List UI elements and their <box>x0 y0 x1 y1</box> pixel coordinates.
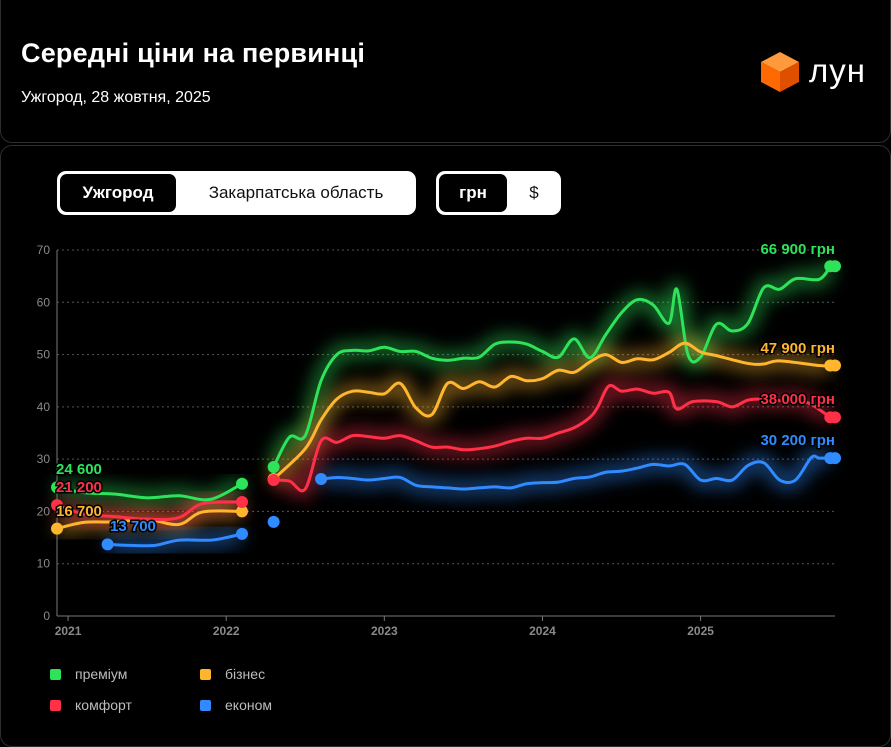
legend-swatch-econom <box>200 699 211 711</box>
y-tick-label: 0 <box>43 609 50 623</box>
logo-cube-icon <box>761 52 799 92</box>
region-option-uzhhorod[interactable]: Ужгород <box>60 174 176 212</box>
series-line-econom <box>106 532 244 548</box>
legend-swatch-comfort <box>50 699 61 711</box>
series-line-econom <box>319 454 832 491</box>
point-econom <box>267 515 280 528</box>
glow-layer <box>54 261 836 553</box>
y-tick-label: 20 <box>37 504 51 518</box>
page-subtitle: Ужгород, 28 жовтня, 2025 <box>21 89 211 106</box>
series-line-business <box>272 341 832 481</box>
start-label-business: 16 700 <box>56 503 102 520</box>
start-label-premium: 24 600 <box>56 461 102 478</box>
header-card: Середні ціни на первинці Ужгород, 28 жов… <box>0 0 891 143</box>
end-point-comfort <box>829 411 841 424</box>
legend-label-premium: преміум <box>75 666 128 682</box>
start-label-comfort: 21 200 <box>56 479 102 496</box>
series-glow-econom <box>320 449 831 496</box>
series-line-premium <box>272 264 832 469</box>
y-tick-label: 40 <box>37 400 51 414</box>
legend-item-comfort[interactable]: комфорт <box>50 697 132 713</box>
legend-item-business[interactable]: бізнес <box>200 666 265 682</box>
label-layer: 24 600 66 900 грн 16 700 47 900 грн 21 200 38… <box>55 240 837 537</box>
y-tick-label: 60 <box>37 295 51 309</box>
logo-text: лун <box>809 52 866 89</box>
legend-swatch-premium <box>50 668 61 680</box>
point-premium <box>51 481 63 494</box>
series-line-premium <box>55 482 244 502</box>
region-toggle: Ужгород Закарпатська область <box>57 171 416 215</box>
line-layer <box>51 260 841 551</box>
end-label-comfort: 38 000 грн <box>760 391 835 408</box>
legend-label-econom: економ <box>225 697 272 713</box>
x-tick-label: 2025 <box>687 624 714 638</box>
point-business <box>51 522 63 535</box>
point-premium <box>267 460 280 473</box>
end-label-premium: 66 900 грн <box>760 241 835 258</box>
x-tick-label: 2021 <box>55 624 82 638</box>
legend-item-econom[interactable]: економ <box>200 697 272 713</box>
currency-option-usd[interactable]: $ <box>529 183 539 202</box>
x-tick-label: 2022 <box>213 624 240 638</box>
point-econom <box>236 527 249 540</box>
point-business <box>236 505 249 518</box>
region-option-zakarpattia[interactable]: Закарпатська область <box>208 183 384 202</box>
legend-label-business: бізнес <box>225 666 266 682</box>
end-label-econom: 30 200 грн <box>760 432 835 449</box>
y-tick-label: 50 <box>37 348 51 362</box>
point-econom <box>315 473 328 486</box>
legend-swatch-business <box>200 668 211 680</box>
y-tick-label: 10 <box>37 557 51 571</box>
y-tick-label: 30 <box>37 452 51 466</box>
currency-option-uah[interactable]: грн <box>439 174 507 212</box>
point-premium <box>236 477 249 490</box>
brand-logo[interactable]: лун <box>759 50 877 96</box>
y-tick-label: 70 <box>37 243 51 257</box>
series-line-comfort <box>55 500 244 522</box>
point-econom <box>101 538 114 551</box>
legend-label-comfort: комфорт <box>75 697 132 713</box>
page-title: Середні ціни на первинці <box>21 38 366 68</box>
start-label-econom: 13 700 <box>110 518 156 535</box>
x-tick-label: 2023 <box>371 624 398 638</box>
currency-toggle: грн $ <box>436 171 561 215</box>
end-point-premium <box>829 260 841 273</box>
end-point-econom <box>829 452 841 465</box>
point-comfort <box>267 474 280 487</box>
end-point-business <box>829 359 841 372</box>
grid-layer: 0 10 20 30 40 50 60 70 2021 2022 2023 2024 2025 <box>37 243 835 638</box>
point-comfort <box>51 499 63 512</box>
legend-item-premium[interactable]: преміум <box>50 666 127 682</box>
point-comfort <box>236 496 249 509</box>
x-tick-label: 2024 <box>529 624 556 638</box>
series-line-comfort <box>272 383 832 493</box>
end-label-business: 47 900 грн <box>760 340 835 357</box>
